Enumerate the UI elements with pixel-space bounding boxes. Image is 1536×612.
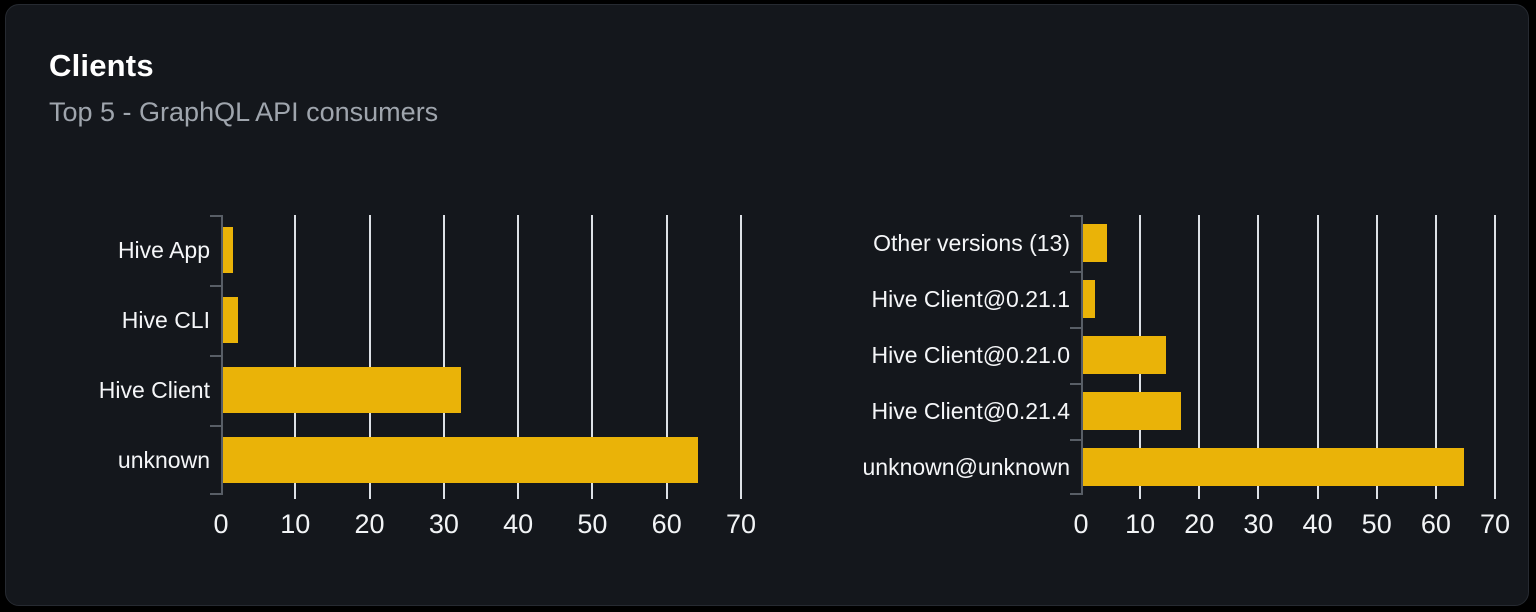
gridline-60: [665, 215, 668, 499]
y-axis-tick: [1070, 439, 1081, 441]
x-axis-tick-label-30: 30: [428, 509, 459, 539]
x-axis-tick-label-40: 40: [503, 509, 534, 539]
gridline-40: [1316, 215, 1319, 499]
bar-hive-client-0-21-1: [1083, 280, 1095, 318]
bar-hive-client-0-21-4: [1083, 392, 1181, 430]
bar-other-versions-13: [1083, 224, 1107, 262]
gridline-50: [1375, 215, 1378, 499]
x-axis-tick-label-30: 30: [1243, 509, 1274, 539]
y-axis-label-unknown-unknown: unknown@unknown: [862, 453, 1070, 480]
y-axis-label-unknown: unknown: [117, 446, 210, 473]
gridline-70: [1494, 215, 1496, 499]
gridline-40: [517, 215, 520, 499]
card-title: Clients: [49, 48, 154, 83]
y-axis-tick: [210, 493, 221, 495]
y-axis-labels: Other versions (13) Hive Client@0.21.1 Hiv…: [846, 215, 1070, 495]
y-axis-labels: Hive App Hive CLI Hive Client unknown: [66, 215, 210, 495]
clients-by-version-chart: Other versions (13) Hive Client@0.21.1 Hiv…: [846, 215, 1510, 538]
card-subtitle: Top 5 - GraphQL API consumers: [49, 97, 439, 127]
y-axis-tick: [1070, 271, 1081, 273]
x-axis-tick-label-50: 50: [1361, 509, 1392, 539]
y-axis-tick: [210, 355, 221, 357]
y-axis-tick: [1070, 327, 1081, 329]
bar-hive-client: [223, 366, 461, 414]
clients-card: Clients Top 5 - GraphQL API consumers Hi…: [5, 4, 1529, 606]
gridline-20: [368, 215, 371, 499]
y-axis-tick: [1070, 383, 1081, 385]
bar-unknown-unknown: [1083, 448, 1465, 486]
gridline-10: [294, 215, 297, 499]
x-axis-tick-label-10: 10: [280, 509, 311, 539]
y-axis-line: [221, 215, 223, 495]
gridline-50: [591, 215, 594, 499]
x-axis-tick-label-0: 0: [213, 509, 229, 539]
y-axis-label-hive-app: Hive App: [117, 236, 210, 263]
x-axis-tick-label-0: 0: [1073, 509, 1089, 539]
y-axis-tick: [210, 425, 221, 427]
gridline-30: [442, 215, 445, 499]
y-axis-tick: [210, 215, 221, 217]
y-axis-label-hive-client-0-21-0: Hive Client@0.21.0: [871, 341, 1071, 368]
gridline-70: [740, 215, 742, 499]
x-axis-tick-label-70: 70: [1479, 509, 1511, 539]
x-axis-tick-label-50: 50: [577, 509, 608, 539]
plot-area: 0 10 20 30 40 50 60 70: [210, 215, 756, 538]
bar-hive-app: [223, 226, 234, 274]
y-axis-label-other-versions-13: Other versions (13): [873, 229, 1070, 256]
y-axis-label-hive-client-0-21-4: Hive Client@0.21.4: [871, 397, 1071, 424]
y-axis-label-hive-client-0-21-1: Hive Client@0.21.1: [871, 285, 1071, 312]
x-axis-tick-label-40: 40: [1302, 509, 1333, 539]
x-axis-tick-label-60: 60: [651, 509, 682, 539]
y-axis-tick: [1070, 215, 1081, 217]
x-axis-tick-label-20: 20: [354, 509, 385, 539]
y-axis-tick: [210, 285, 221, 287]
bar-hive-client-0-21-0: [1083, 336, 1166, 374]
clients-by-name-chart: Hive App Hive CLI Hive Client unknown 0 10 20 3…: [66, 215, 756, 538]
gridline-30: [1257, 215, 1260, 499]
x-axis-tick-label-10: 10: [1125, 509, 1156, 539]
y-axis-tick: [1070, 493, 1081, 495]
y-axis-line: [1081, 215, 1083, 495]
x-axis-tick-label-60: 60: [1420, 509, 1451, 539]
gridline-60: [1434, 215, 1437, 499]
gridline-20: [1198, 215, 1201, 499]
bar-hive-cli: [223, 296, 238, 344]
x-axis-tick-label-70: 70: [725, 509, 757, 539]
bar-unknown: [223, 436, 699, 484]
y-axis-label-hive-client: Hive Client: [98, 376, 210, 403]
y-axis-label-hive-cli: Hive CLI: [121, 306, 210, 333]
x-axis-tick-label-20: 20: [1184, 509, 1215, 539]
plot-area: 0 10 20 30 40 50 60 70: [1070, 215, 1510, 538]
